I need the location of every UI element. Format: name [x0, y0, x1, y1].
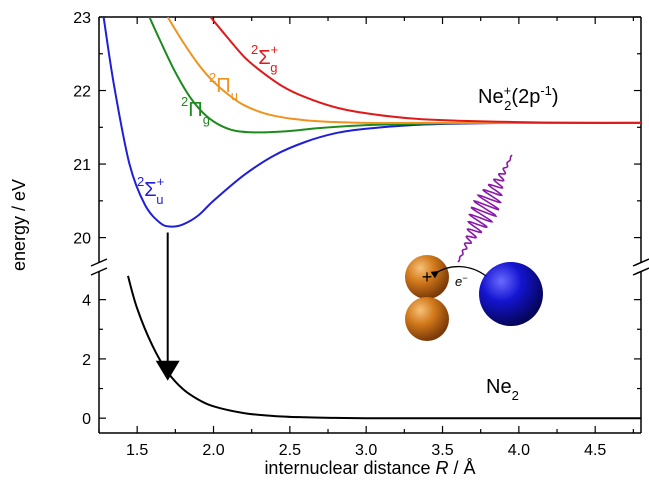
photon-wave — [457, 154, 513, 263]
y-upper-tick-label: 23 — [73, 10, 91, 27]
plot-frame — [90, 16, 649, 434]
curve-ne2-ground — [127, 275, 641, 420]
x-tick-label: 3.0 — [355, 442, 377, 459]
y-lower-tick-label: 0 — [82, 411, 91, 428]
y-lower-tick-label: 2 — [82, 352, 91, 369]
label-sigma-u: 2Σ+ u — [137, 174, 164, 207]
y-axis-label: energy / eV — [9, 179, 29, 271]
hole-plus-sign: + — [422, 267, 433, 287]
x-tick-label: 4.0 — [508, 442, 530, 459]
break-mark-left-1 — [90, 258, 108, 267]
x-tick-label: 4.5 — [584, 442, 606, 459]
x-axis-label: internuclear distance R / Å — [264, 458, 475, 478]
break-mark-left-2 — [90, 267, 108, 276]
y-upper-tick-label: 21 — [73, 157, 91, 174]
electron-label: e− — [455, 273, 468, 289]
x-tick-label: 2.5 — [279, 442, 301, 459]
y-ticks: 20 21 22 23 0 2 4 — [73, 10, 641, 428]
y-upper-tick-label: 20 — [73, 231, 91, 248]
electron-path — [430, 265, 487, 279]
break-mark-right-2 — [632, 267, 649, 276]
curve-pi-u — [166, 17, 641, 124]
curves — [102, 17, 641, 420]
curve-sigma-g — [209, 17, 641, 124]
ne-atom-neighbor — [479, 262, 543, 326]
break-mark-right-1 — [632, 258, 649, 267]
y-upper-tick-label: 22 — [73, 84, 91, 101]
label-pi-g: 2Πg — [181, 94, 210, 127]
label-pi-u: 2Πu — [209, 70, 238, 103]
label-sigma-g: 2Σ+ g — [251, 42, 278, 75]
x-tick-label: 3.5 — [431, 442, 453, 459]
y-lower-tick-label: 4 — [82, 293, 91, 310]
label-ion-state: Ne+ 2(2p-1) — [478, 83, 559, 113]
ne-atom-bottom — [405, 297, 449, 341]
ne-atom-top — [405, 255, 449, 299]
ionization-inset: + e− — [405, 154, 543, 341]
x-ticks: 1.5 2.0 2.5 3.0 3.5 4.0 4.5 — [98, 17, 634, 459]
x-tick-label: 1.5 — [126, 442, 148, 459]
x-tick-label: 2.0 — [202, 442, 224, 459]
label-ground-state: Ne2 — [486, 376, 519, 403]
